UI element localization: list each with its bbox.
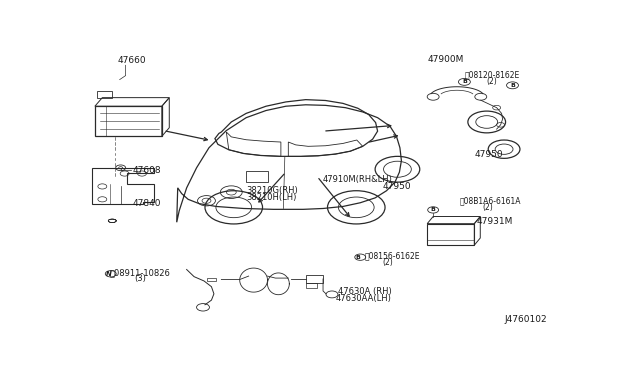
Bar: [428, 224, 474, 245]
Text: B: B: [462, 79, 467, 84]
Text: 47608: 47608: [132, 166, 161, 174]
Text: 38210G(RH): 38210G(RH): [246, 186, 298, 195]
Text: 47660: 47660: [117, 56, 146, 65]
Text: N: N: [106, 271, 112, 277]
Text: 38210H(LH): 38210H(LH): [246, 193, 296, 202]
Bar: [207, 278, 216, 281]
Bar: [246, 171, 269, 182]
Text: Ⓒ08156-6162E: Ⓒ08156-6162E: [364, 251, 420, 260]
Text: B: B: [510, 83, 515, 88]
Text: 47950: 47950: [474, 150, 503, 160]
Text: B: B: [431, 208, 436, 212]
Text: Ⓒ08120-8162E: Ⓒ08120-8162E: [465, 70, 520, 79]
Text: (2): (2): [486, 77, 497, 86]
Text: (2): (2): [383, 259, 394, 267]
Text: J4760102: J4760102: [504, 315, 547, 324]
Bar: [97, 92, 112, 97]
Text: (2): (2): [483, 203, 493, 212]
Text: 47910M(RH&LH): 47910M(RH&LH): [323, 175, 393, 185]
Text: B: B: [355, 255, 360, 260]
Text: 47630A (RH): 47630A (RH): [338, 287, 392, 296]
Bar: [95, 106, 162, 136]
Text: Ⓒ08B1A6-6161A: Ⓒ08B1A6-6161A: [460, 196, 521, 205]
Bar: [306, 283, 317, 288]
Text: 47630AA(LH): 47630AA(LH): [335, 295, 391, 304]
Text: 47950: 47950: [383, 182, 411, 191]
Bar: [306, 275, 323, 283]
Text: 47840: 47840: [132, 199, 161, 208]
Text: (3): (3): [134, 274, 147, 283]
Text: 47900M: 47900M: [428, 55, 463, 64]
Text: ⓝ08911-10826: ⓝ08911-10826: [110, 268, 171, 277]
Text: 47931M: 47931M: [477, 217, 513, 226]
